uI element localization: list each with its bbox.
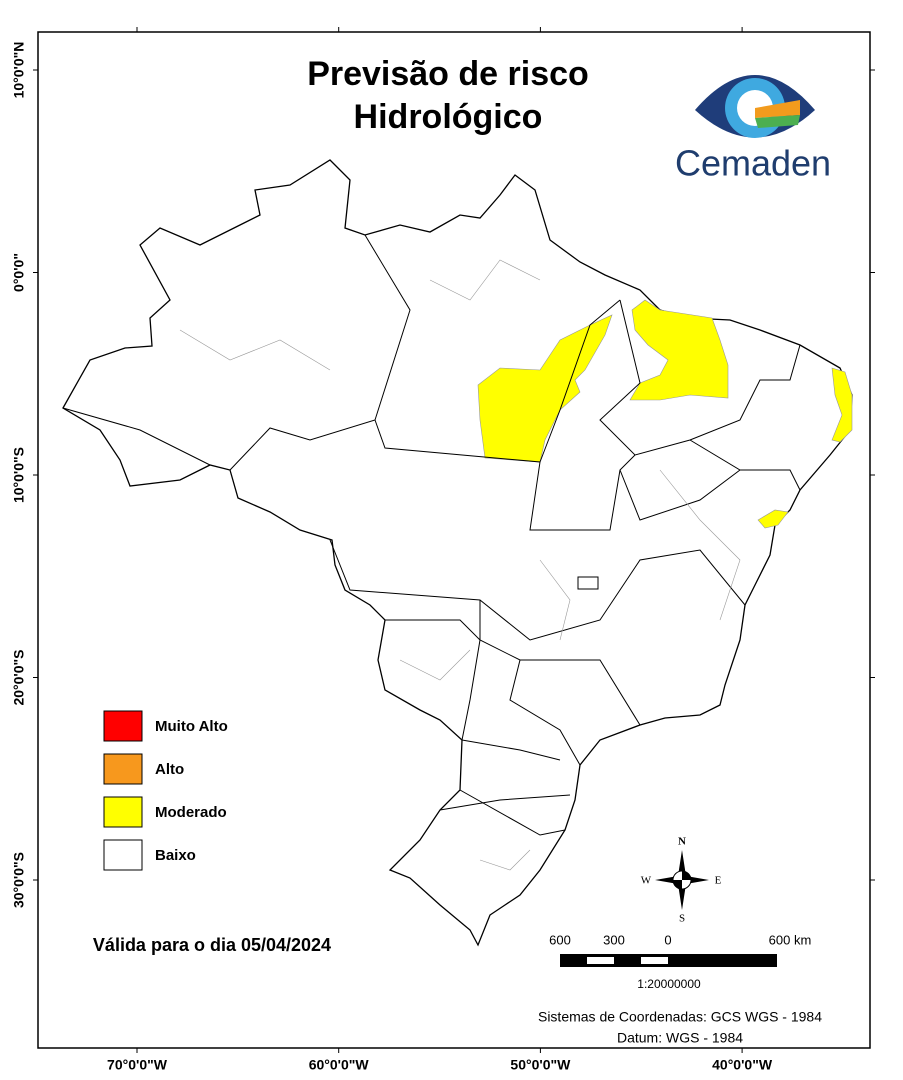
state-borders (62, 234, 801, 836)
longitude-label: 40°0'0"W (712, 1057, 773, 1073)
logo: Cemaden (675, 75, 831, 184)
graticule: 10°0'0"N 0°0'0" 10°0'0"S 20°0'0"S 30°0'0"S 70… (11, 27, 875, 1073)
compass-label: W (641, 875, 652, 887)
legend-label: Muito Alto (155, 718, 228, 735)
coordinate-text: Sistemas de Coordenadas: GCS WGS - 1984 (538, 1009, 822, 1025)
scale-label: 600 km (769, 932, 812, 947)
scale-segment (560, 954, 777, 967)
scale-label: 600 (549, 932, 571, 947)
municipal-border (659, 469, 741, 621)
municipal-border (429, 259, 541, 301)
scale-ratio: 1:20000000 (637, 977, 701, 991)
compass-label: E (715, 875, 722, 887)
legend-swatch (103, 753, 143, 785)
state-border (509, 659, 581, 766)
compass-center-fill (673, 871, 691, 889)
risk-areas (477, 299, 853, 529)
logo-stripe (755, 100, 800, 118)
validity-text: Válida para o dia 05/04/2024 (93, 935, 331, 955)
state-border (329, 539, 746, 641)
compass-label: S (679, 913, 685, 925)
longitude-label: 70°0'0"W (107, 1057, 168, 1073)
state-border (229, 234, 411, 471)
legend-label: Baixo (155, 847, 196, 864)
scale-segment (641, 957, 668, 964)
state-border (439, 794, 571, 811)
municipal-border (479, 849, 531, 871)
logo-stripe (755, 115, 800, 128)
state-border (461, 739, 561, 761)
area-moderate (629, 299, 729, 401)
municipal-border (179, 329, 331, 371)
state-border (577, 576, 599, 590)
legend: Muito Alto Alto Moderado Baixo (103, 710, 228, 871)
legend-label: Moderado (155, 804, 227, 821)
state-border (689, 439, 801, 491)
state-border (459, 789, 566, 836)
state-border (385, 619, 481, 741)
legend-label: Alto (155, 761, 184, 778)
title-line: Previsão de risco (307, 55, 589, 93)
state-border (62, 407, 211, 466)
logo-text: Cemaden (675, 143, 831, 184)
compass: N S E W (641, 836, 722, 925)
compass-label: N (678, 836, 686, 848)
state-border (619, 469, 741, 521)
municipal-border (539, 559, 571, 641)
legend-swatch (103, 710, 143, 742)
longitude-label: 60°0'0"W (309, 1057, 370, 1073)
latitude-label: 30°0'0"S (11, 852, 27, 908)
coordinate-text: Datum: WGS - 1984 (617, 1030, 743, 1046)
latitude-label: 10°0'0"S (11, 447, 27, 503)
scale-bar: 600 300 0 600 km 1:20000000 (549, 932, 811, 991)
latitude-label: 0°0'0" (11, 253, 27, 292)
state-border (374, 419, 636, 531)
scale-label: 0 (664, 932, 671, 947)
scale-segment (587, 957, 614, 964)
latitude-label: 20°0'0"S (11, 649, 27, 705)
scale-label: 300 (603, 932, 625, 947)
longitude-label: 50°0'0"W (510, 1057, 571, 1073)
area-moderate (757, 509, 789, 529)
area-moderate (831, 367, 853, 443)
state-border (539, 299, 621, 463)
latitude-label: 10°0'0"N (11, 42, 27, 99)
municipal-borders (179, 259, 741, 871)
legend-swatch (103, 839, 143, 871)
legend-swatch (103, 796, 143, 828)
municipal-border (399, 649, 471, 681)
title-line: Hidrológico (354, 98, 543, 136)
